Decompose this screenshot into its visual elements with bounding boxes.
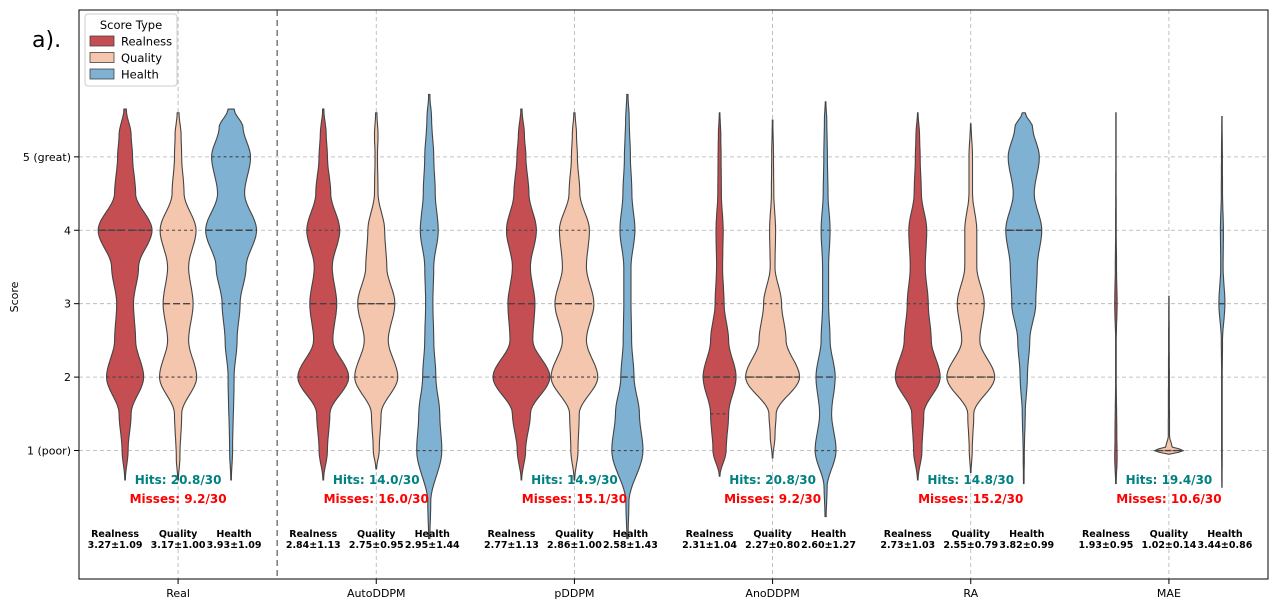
stat-name-realness: Realness: [487, 529, 535, 540]
panel-label: a).: [32, 28, 61, 53]
legend-label-realness: Realness: [121, 35, 172, 49]
stat-value-realness: 2.31±1.04: [682, 540, 737, 551]
legend-swatch-quality: [89, 52, 115, 63]
legend-box: [84, 13, 178, 87]
y-axis-label: Score: [8, 281, 21, 312]
violin-anoddpm-health: [814, 101, 837, 518]
violin-autoddpm-quality: [354, 112, 399, 470]
violin-anoddpm-quality: [745, 119, 801, 459]
stat-value-realness: 2.77±1.13: [484, 540, 539, 551]
stat-name-realness: Realness: [686, 529, 734, 540]
stat-name-health: Health: [216, 529, 252, 540]
stat-value-quality: 2.55±0.79: [943, 540, 998, 551]
stat-name-quality: Quality: [159, 529, 198, 540]
stat-value-quality: 3.17±1.00: [151, 540, 206, 551]
legend-label-health: Health: [121, 68, 159, 82]
stat-name-health: Health: [1009, 529, 1045, 540]
violin-pddpm-realness: [492, 108, 551, 481]
plot-frame: [78, 9, 1269, 580]
violin-real-quality: [158, 112, 198, 481]
stat-value-realness: 2.84±1.13: [286, 540, 341, 551]
grid-layer: [79, 10, 1268, 579]
stat-value-realness: 3.27±1.09: [88, 540, 143, 551]
legend: Score Type Realness Quality Health: [84, 13, 178, 87]
stat-value-health: 3.82±0.99: [999, 540, 1054, 551]
misses-label: Misses: 9.2/30: [130, 492, 227, 506]
legend-title: Score Type: [100, 18, 162, 32]
stat-value-quality: 1.02±0.14: [1141, 540, 1196, 551]
stat-name-health: Health: [811, 529, 847, 540]
violin-ra-health: [1005, 112, 1043, 485]
stat-value-health: 3.44±0.86: [1197, 540, 1252, 551]
stat-name-realness: Realness: [884, 529, 932, 540]
violin-mae-quality: [1153, 295, 1185, 455]
violin-real-health: [205, 108, 258, 481]
violin-ra-realness: [894, 112, 941, 481]
misses-label: Misses: 15.1/30: [522, 492, 627, 506]
violins-layer: [97, 93, 1226, 540]
stat-value-quality: 2.27±0.80: [745, 540, 800, 551]
legend-swatch-health: [89, 68, 115, 80]
stat-name-realness: Realness: [289, 529, 337, 540]
violin-ra-quality: [946, 123, 996, 474]
y-tick-label: 2: [64, 371, 71, 384]
stat-name-health: Health: [613, 529, 649, 540]
y-tick-label: 4: [64, 224, 71, 237]
stat-name-quality: Quality: [952, 529, 991, 540]
y-tick-label: 1 (poor): [27, 445, 71, 458]
misses-label: Misses: 15.2/30: [918, 492, 1023, 506]
x-tick-label: RA: [963, 587, 978, 600]
violin-mae-realness: [1114, 112, 1118, 485]
x-tick-label: AutoDDPM: [347, 587, 406, 600]
y-tick-label: 3: [64, 298, 71, 311]
stat-value-health: 2.58±1.43: [603, 540, 658, 551]
axes-layer: 1 (poor) 2 3 4 5 (great) Real AutoDDPM pDDPM Ano…: [23, 9, 1269, 600]
x-tick-label: pDDPM: [554, 587, 594, 600]
violin-autoddpm-health: [416, 93, 443, 540]
x-tick-label: AnoDDPM: [745, 587, 799, 600]
violin-anoddpm-realness: [702, 112, 737, 477]
stat-name-quality: Quality: [1150, 529, 1189, 540]
violin-pddpm-quality: [550, 112, 599, 481]
x-tick-label: MAE: [1157, 587, 1181, 600]
stat-name-realness: Realness: [91, 529, 139, 540]
x-tick-label: Real: [166, 587, 190, 600]
misses-label: Misses: 10.6/30: [1116, 492, 1221, 506]
stat-value-realness: 2.73±1.03: [880, 540, 935, 551]
hits-label: Hits: 14.8/30: [927, 473, 1014, 487]
stat-value-health: 2.95±1.44: [405, 540, 460, 551]
stat-name-health: Health: [1207, 529, 1243, 540]
violin-autoddpm-realness: [297, 108, 350, 481]
hits-label: Hits: 14.0/30: [333, 473, 420, 487]
legend-label-quality: Quality: [121, 51, 162, 65]
violin-mae-health: [1218, 115, 1226, 488]
hits-label: Hits: 20.8/30: [729, 473, 816, 487]
misses-label: Misses: 16.0/30: [324, 492, 429, 506]
stat-value-health: 3.93±1.09: [207, 540, 262, 551]
stat-name-quality: Quality: [555, 529, 594, 540]
hits-label: Hits: 19.4/30: [1126, 473, 1213, 487]
stat-value-quality: 2.86±1.00: [547, 540, 602, 551]
stat-value-health: 2.60±1.27: [801, 540, 856, 551]
violin-pddpm-health: [611, 93, 644, 540]
stat-name-health: Health: [415, 529, 451, 540]
stat-value-quality: 2.75±0.95: [349, 540, 404, 551]
stat-value-realness: 1.93±0.95: [1078, 540, 1133, 551]
violin-real-realness: [97, 108, 153, 481]
y-tick-label: 5 (great): [23, 151, 71, 164]
stat-name-realness: Realness: [1082, 529, 1130, 540]
hits-label: Hits: 20.8/30: [135, 473, 222, 487]
stat-name-quality: Quality: [753, 529, 792, 540]
misses-label: Misses: 9.2/30: [724, 492, 821, 506]
stat-name-quality: Quality: [357, 529, 396, 540]
legend-swatch-realness: [89, 35, 115, 47]
hits-label: Hits: 14.9/30: [531, 473, 618, 487]
